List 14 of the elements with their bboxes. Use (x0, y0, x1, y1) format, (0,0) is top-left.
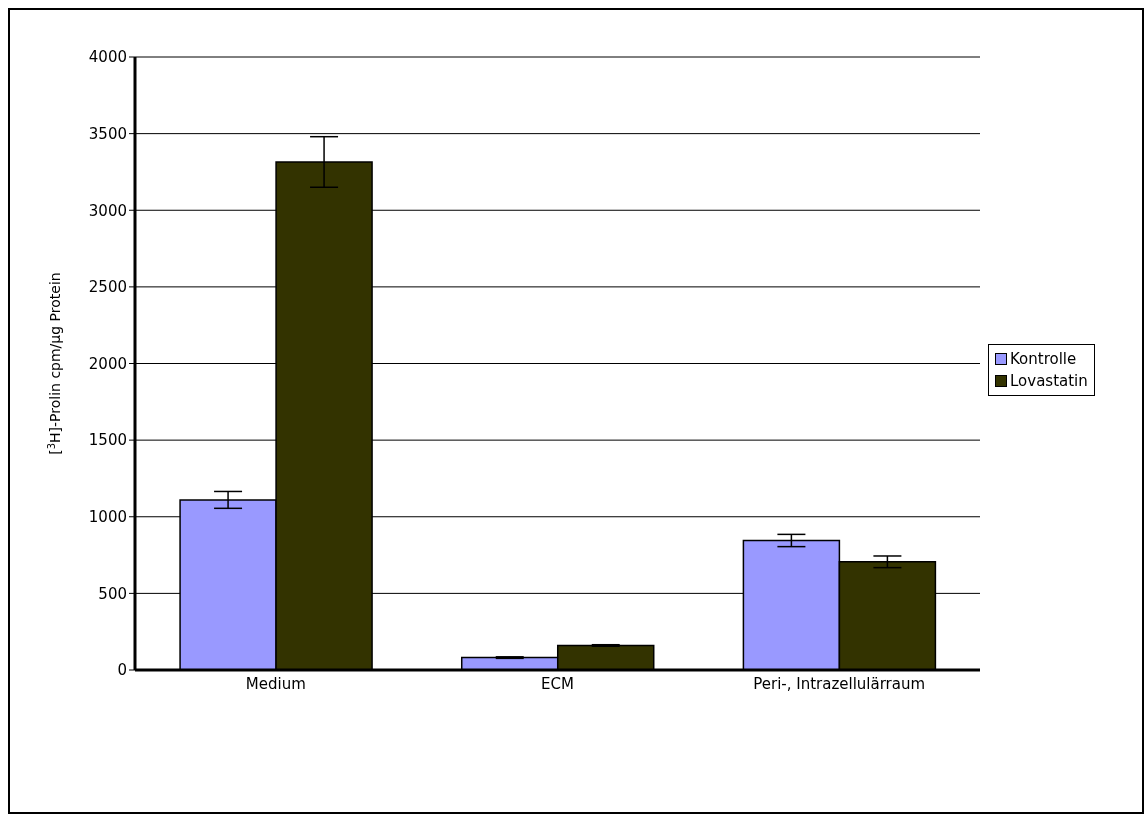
x-tick-label: Peri-, Intrazellulärraum (753, 674, 926, 693)
x-tick-label: Medium (245, 674, 306, 693)
y-tick-label: 3000 (88, 201, 127, 220)
y-tick-label: 4000 (88, 48, 127, 67)
y-tick-label: 3500 (88, 124, 127, 143)
x-tick-label: ECM (541, 674, 574, 693)
y-tick-label: 0 (117, 661, 127, 680)
y-tick-label: 500 (98, 584, 127, 603)
y-tick-label: 2500 (88, 278, 127, 297)
y-tick-label: 2000 (88, 354, 127, 373)
y-tick-label: 1000 (88, 508, 127, 527)
legend-label: Lovastatin (1010, 371, 1088, 392)
legend-label: Kontrolle (1010, 349, 1077, 370)
y-tick-label: 1500 (88, 431, 127, 450)
